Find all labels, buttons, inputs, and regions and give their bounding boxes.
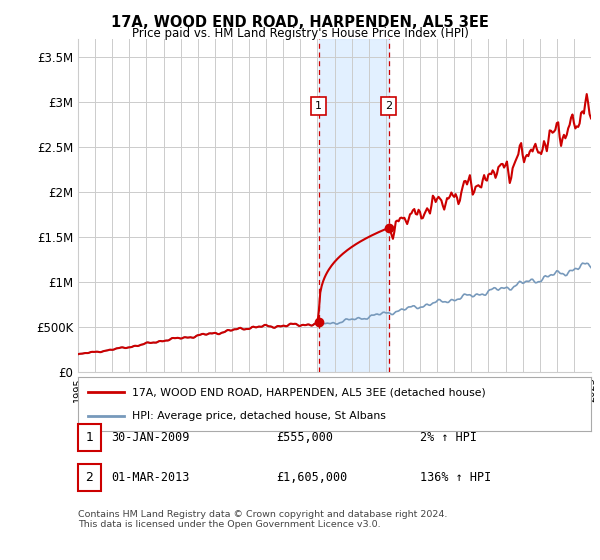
Text: 2: 2 (385, 101, 392, 111)
Text: 1: 1 (315, 101, 322, 111)
Text: £1,605,000: £1,605,000 (276, 470, 347, 484)
Text: £555,000: £555,000 (276, 431, 333, 445)
Bar (319, 39, 389, 372)
Text: 01-MAR-2013: 01-MAR-2013 (111, 470, 190, 484)
Text: 2% ↑ HPI: 2% ↑ HPI (420, 431, 477, 445)
Text: 1: 1 (85, 431, 94, 445)
Text: 30-JAN-2009: 30-JAN-2009 (111, 431, 190, 445)
Text: 17A, WOOD END ROAD, HARPENDEN, AL5 3EE: 17A, WOOD END ROAD, HARPENDEN, AL5 3EE (111, 15, 489, 30)
Text: Contains HM Land Registry data © Crown copyright and database right 2024.
This d: Contains HM Land Registry data © Crown c… (78, 510, 448, 529)
Text: 136% ↑ HPI: 136% ↑ HPI (420, 470, 491, 484)
Text: 17A, WOOD END ROAD, HARPENDEN, AL5 3EE (detached house): 17A, WOOD END ROAD, HARPENDEN, AL5 3EE (… (132, 388, 485, 398)
Text: HPI: Average price, detached house, St Albans: HPI: Average price, detached house, St A… (132, 410, 386, 421)
Text: Price paid vs. HM Land Registry's House Price Index (HPI): Price paid vs. HM Land Registry's House … (131, 27, 469, 40)
Text: 2: 2 (85, 470, 94, 484)
